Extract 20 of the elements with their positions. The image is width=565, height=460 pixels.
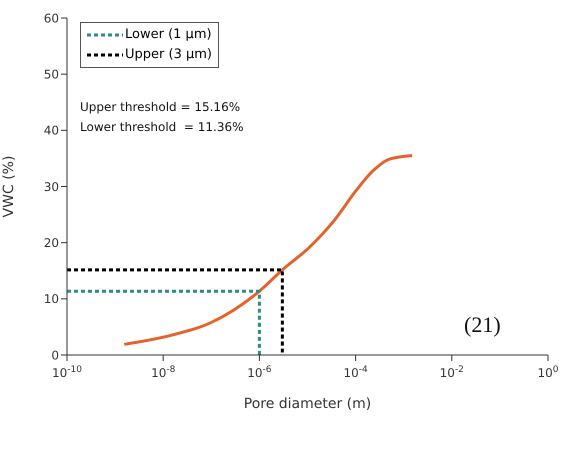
y-tick-label: 30 [44, 180, 59, 194]
x-tick-label: 10$^{-10}$ [52, 365, 82, 380]
y-tick-label: 60 [44, 11, 59, 26]
y-tick-label: 0 [51, 348, 59, 362]
x-tick-label: 10$^{0}$ [537, 365, 559, 380]
legend-label: Lower (1 µm) [125, 26, 212, 44]
y-tick-label: 40 [44, 124, 59, 138]
x-axis-title: Pore diameter (m) [244, 396, 372, 412]
annotation: Lower threshold = 11.36% [80, 120, 244, 134]
y-axis-title: VWC (%) [0, 156, 17, 218]
y-tick-label: 20 [44, 236, 59, 250]
x-tick-label: 10$^{-2}$ [440, 365, 464, 380]
annotation: (21) [464, 312, 501, 338]
y-tick-label: 10 [44, 292, 59, 306]
x-tick-label: 10$^{-6}$ [247, 365, 272, 380]
x-tick-label: 10$^{-4}$ [343, 365, 368, 380]
legend-label: Upper (3 µm) [125, 46, 212, 64]
annotation: Upper threshold = 15.16% [80, 100, 240, 114]
x-tick-label: 10$^{-8}$ [151, 365, 176, 380]
y-tick-label: 50 [44, 67, 59, 82]
